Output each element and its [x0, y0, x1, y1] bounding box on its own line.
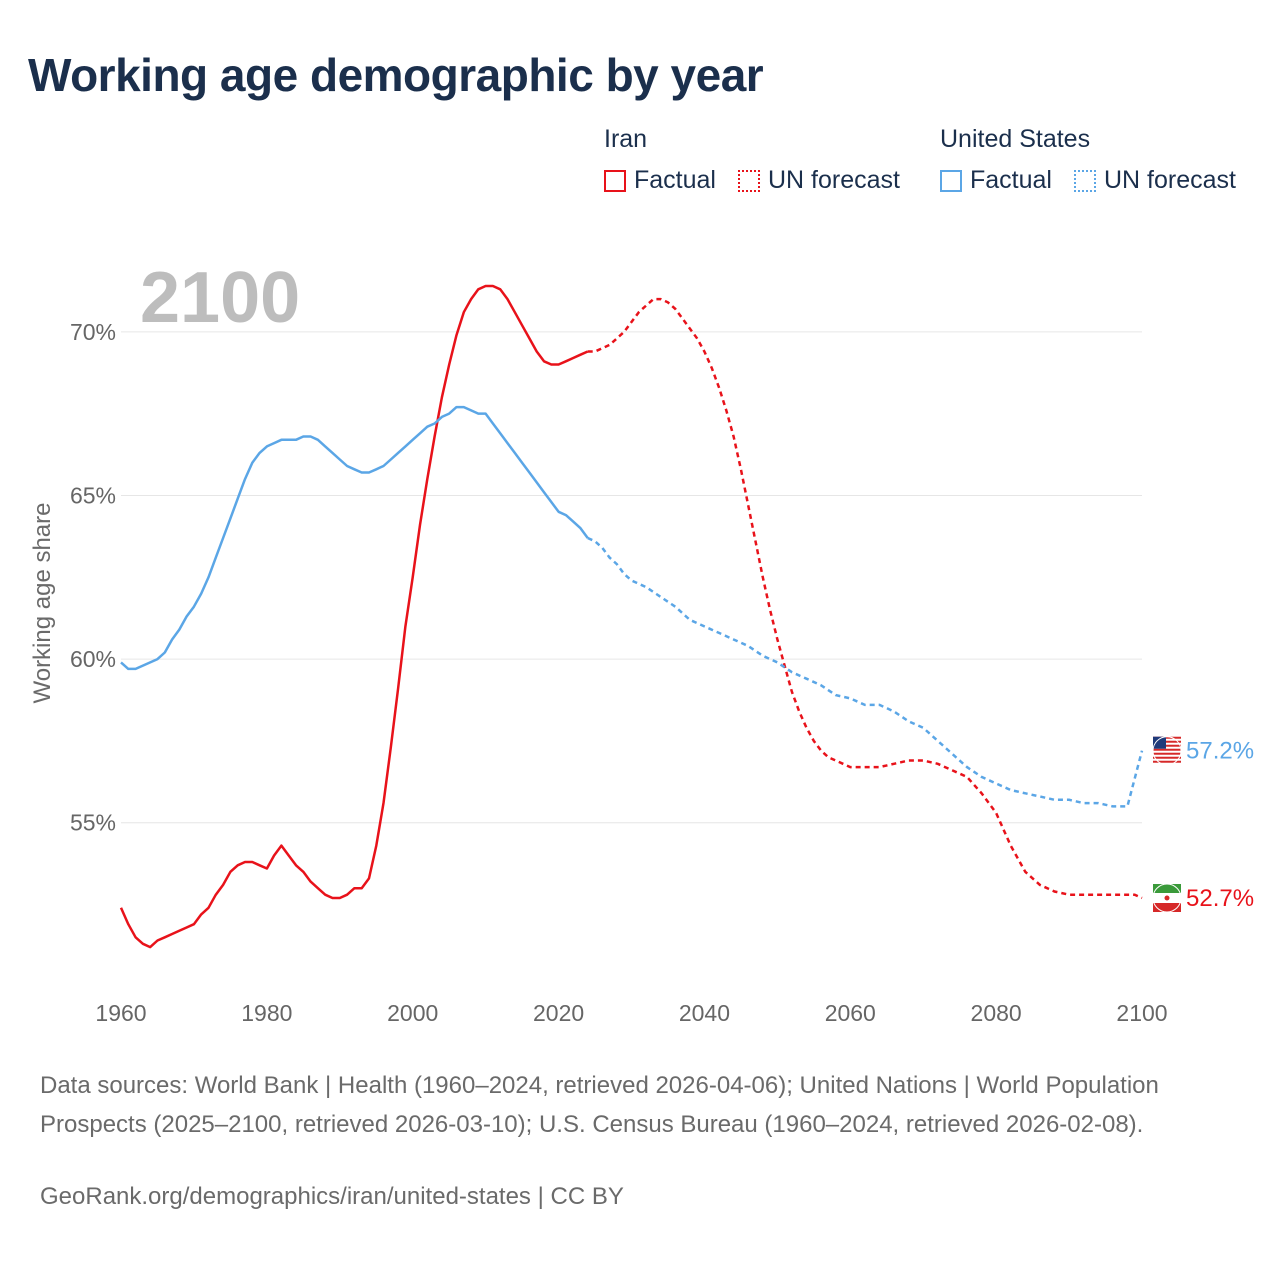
legend-us-forecast-swatch	[1074, 169, 1096, 192]
x-tick-label: 2100	[1116, 1000, 1167, 1026]
legend-iran-factual[interactable]: Factual	[604, 166, 716, 195]
series-iran-factual-line	[119, 284, 589, 949]
x-tick-label: 2000	[387, 1000, 438, 1026]
iran-flag-ring	[1152, 883, 1182, 913]
us-flag-stripe	[1153, 752, 1181, 755]
legend-us-forecast-label: UN forecast	[1104, 166, 1236, 194]
x-tick-label: 2080	[971, 1000, 1022, 1026]
x-tick-label: 2060	[825, 1000, 876, 1026]
us-flag-ring	[1152, 736, 1182, 766]
y-axis-label: Working age share	[29, 503, 56, 704]
legend-iran-factual-swatch	[604, 169, 626, 192]
series-us-forecast-line	[587, 536, 1144, 808]
us-flag-stripe	[1153, 748, 1181, 751]
iran-flag-green	[1153, 884, 1181, 893]
us-flag-canton	[1153, 736, 1166, 749]
legend-us-title: United States	[940, 125, 1091, 153]
line-chart: 2100 Working age share 55% 60% 65% 70% 1960…	[29, 258, 1254, 1026]
y-tick-label: 70%	[70, 319, 116, 345]
chart-title: Working age demographic by year	[28, 49, 764, 101]
legend-us-factual-swatch	[940, 169, 962, 192]
credit-link[interactable]: GeoRank.org/demographics/iran/united-sta…	[40, 1183, 624, 1210]
y-tick-label: 55%	[70, 810, 116, 836]
series-us-factual-line	[120, 405, 589, 671]
us-flag-stripe	[1153, 736, 1181, 739]
legend-iran-forecast-swatch	[738, 169, 760, 192]
legend-us-factual-label: Factual	[970, 166, 1052, 194]
legend-us-factual[interactable]: Factual	[940, 166, 1052, 195]
year-watermark: 2100	[140, 258, 300, 338]
legend-iran-forecast[interactable]: UN forecast	[738, 166, 900, 195]
series-us-end-label: 57.2%	[1186, 738, 1254, 765]
y-tick-label: 60%	[70, 646, 116, 672]
us-flag-stripe	[1153, 740, 1181, 743]
series-iran-end-label: 52.7%	[1186, 885, 1254, 912]
iran-flag-icon	[1152, 883, 1182, 913]
x-tick-label: 2020	[533, 1000, 584, 1026]
y-tick-label: 65%	[70, 482, 116, 508]
us-flag-stripe	[1153, 760, 1181, 763]
series-iran-forecast-line	[587, 297, 1143, 900]
us-flag-stripe	[1153, 756, 1181, 759]
us-flag-stripe	[1153, 744, 1181, 747]
x-tick-label: 1980	[241, 1000, 292, 1026]
x-tick-label: 1960	[95, 1000, 146, 1026]
legend-us-forecast[interactable]: UN forecast	[1074, 166, 1236, 195]
legend-iran-title: Iran	[604, 125, 648, 153]
legend-iran-factual-label: Factual	[634, 166, 716, 194]
legend-iran-forecast-label: UN forecast	[768, 166, 900, 194]
us-flag-icon	[1152, 736, 1182, 766]
x-tick-label: 2040	[679, 1000, 730, 1026]
iran-flag-red	[1153, 903, 1181, 912]
data-sources: Data sources: World Bank | Health (1960–…	[40, 1072, 1159, 1138]
iran-flag-emblem	[1164, 895, 1170, 901]
